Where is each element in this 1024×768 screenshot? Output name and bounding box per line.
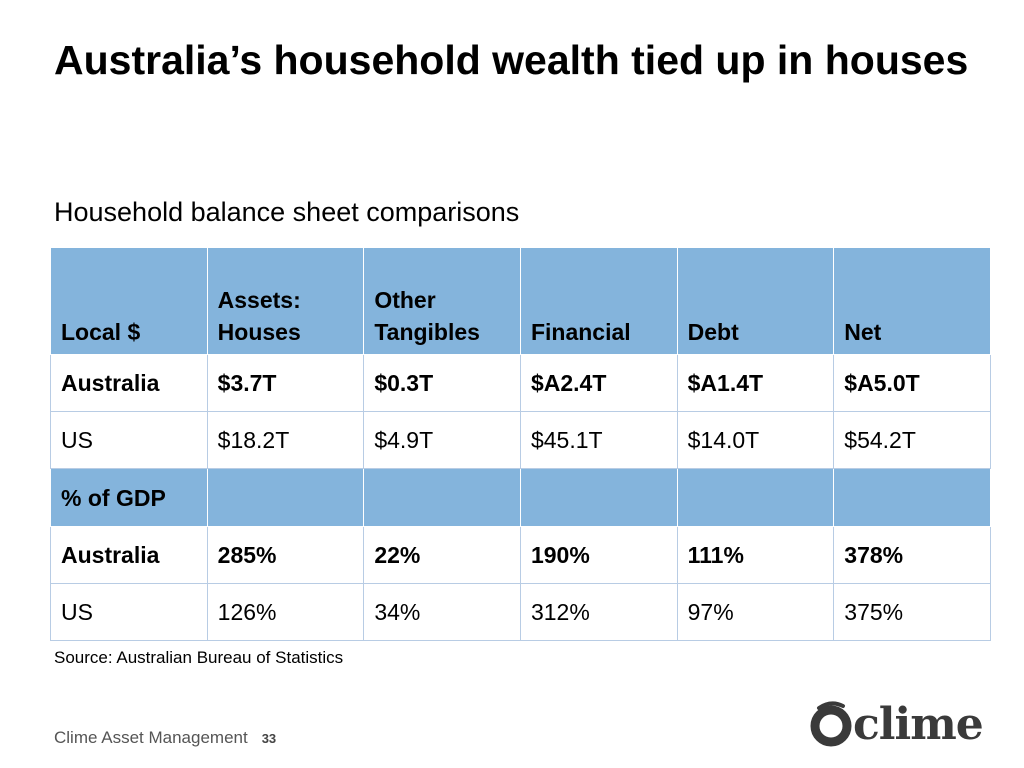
table-cell: 22%	[363, 526, 521, 584]
table-cell: $A2.4T	[519, 354, 678, 412]
column-header: Assets: Houses	[206, 247, 365, 355]
table-cell: 375%	[833, 583, 991, 641]
footer: Clime Asset Management 33	[54, 727, 276, 750]
footer-company: Clime Asset Management	[54, 728, 248, 747]
table-cell	[206, 468, 365, 527]
page-subtitle: Household balance sheet comparisons	[54, 197, 520, 227]
table-row: US 126% 34% 312% 97% 375%	[50, 583, 991, 641]
table-cell: US	[50, 583, 208, 641]
table-cell: 378%	[833, 526, 991, 584]
table-cell	[519, 468, 678, 527]
page-title: Australia’s household wealth tied up in …	[54, 37, 969, 83]
source-note: Source: Australian Bureau of Statistics	[54, 648, 344, 667]
table-cell: US	[50, 411, 208, 469]
table-cell: 126%	[206, 583, 365, 641]
column-header: Local $	[50, 247, 208, 355]
clime-logo-text: clime	[853, 699, 984, 750]
table-cell	[833, 468, 991, 527]
table-cell: 190%	[519, 526, 678, 584]
table-cell: 34%	[363, 583, 521, 641]
table-cell: $A5.0T	[833, 354, 991, 412]
table-cell: $14.0T	[676, 411, 835, 469]
table-row: US $18.2T $4.9T $45.1T $14.0T $54.2T	[50, 411, 991, 469]
column-header: Financial	[519, 247, 678, 355]
table-section-row: % of GDP	[50, 468, 991, 527]
table-cell: $A1.4T	[676, 354, 835, 412]
column-header: Net	[833, 247, 991, 355]
table-cell: $18.2T	[206, 411, 365, 469]
table-cell: 285%	[206, 526, 365, 584]
section-label: % of GDP	[50, 468, 208, 527]
column-header: Other Tangibles	[363, 247, 521, 355]
column-header: Debt	[676, 247, 835, 355]
table-cell: $4.9T	[363, 411, 521, 469]
table-cell: 97%	[676, 583, 835, 641]
table-cell	[676, 468, 835, 527]
table-cell	[363, 468, 521, 527]
table-row: Australia 285% 22% 190% 111% 378%	[50, 526, 991, 584]
table-cell: $45.1T	[519, 411, 678, 469]
table-cell: Australia	[50, 354, 208, 412]
clime-logo-icon	[810, 701, 852, 747]
table-cell: 312%	[519, 583, 678, 641]
balance-sheet-table: Local $ Assets: Houses Other Tangibles F…	[50, 247, 991, 641]
table-header-row: Local $ Assets: Houses Other Tangibles F…	[50, 247, 991, 355]
table-cell: $3.7T	[206, 354, 365, 412]
clime-logo: clime	[809, 700, 994, 750]
table-cell: $54.2T	[833, 411, 991, 469]
table-cell: Australia	[50, 526, 208, 584]
page-number: 33	[261, 731, 277, 746]
table-row: Australia $3.7T $0.3T $A2.4T $A1.4T $A5.…	[50, 354, 991, 412]
table-cell: 111%	[676, 526, 835, 584]
table-cell: $0.3T	[363, 354, 521, 412]
